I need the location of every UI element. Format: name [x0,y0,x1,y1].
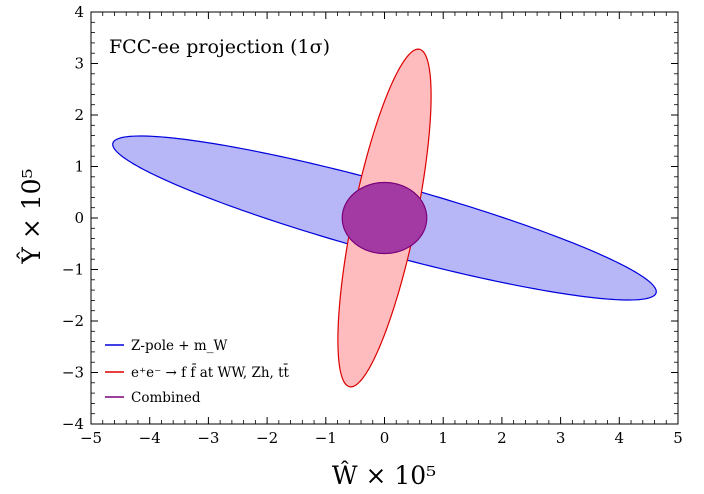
x-tick-label-5: 5 [673,429,683,447]
y-tick-label--2: −2 [62,312,84,330]
y-tick-label--4: −4 [62,415,84,433]
x-tick-label-4: 4 [615,429,625,447]
y-tick-label-0: 0 [74,209,84,227]
x-axis-label: Ŵ × 10⁵ [332,461,436,490]
y-tick-label--1: −1 [62,261,84,279]
plot-layer [112,48,657,388]
x-tick-label--3: −3 [197,429,219,447]
x-tick-label-3: 3 [556,429,566,447]
x-tick-label--4: −4 [139,429,161,447]
y-tick-label-3: 3 [74,55,84,73]
x-tick-label--5: −5 [80,429,102,447]
x-tick-label--2: −2 [256,429,278,447]
legend-item-combined: Combined [105,390,201,406]
legend-label-z-pole: Z-pole + m_W [131,338,227,354]
y-tick-label-2: 2 [74,106,84,124]
legend-item-z-pole: Z-pole + m_W [105,338,227,354]
y-tick-label--3: −3 [62,364,84,382]
x-tick-label-2: 2 [497,429,507,447]
legend-item-ffbar: e⁺e⁻ → f f̄ at WW, Zh, tt̄ [105,364,290,381]
x-tick-label-1: 1 [438,429,448,447]
legend-label-combined: Combined [131,390,201,406]
contour-combined [341,181,428,255]
chart-annotation: FCC-ee projection (1σ) [109,36,330,58]
y-axis-label: Ŷ × 10⁵ [17,168,46,264]
legend-label-ffbar: e⁺e⁻ → f f̄ at WW, Zh, tt̄ [131,364,290,381]
x-tick-label-0: 0 [380,429,390,447]
x-tick-label--1: −1 [315,429,337,447]
legend: Z-pole + m_W e⁺e⁻ → f f̄ at WW, Zh, tt̄ … [105,338,290,406]
y-tick-label-1: 1 [74,158,84,176]
y-tick-label-4: 4 [74,3,84,21]
